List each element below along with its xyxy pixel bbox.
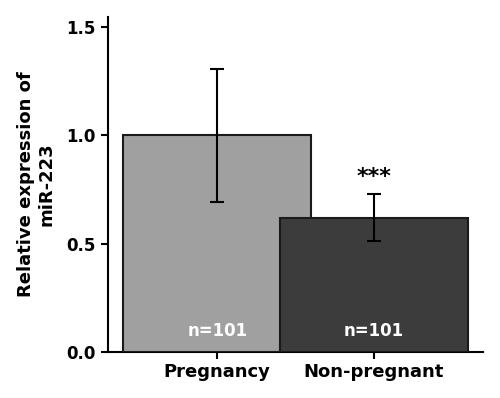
Text: n=101: n=101 — [344, 322, 404, 339]
Bar — [124, 135, 311, 351]
Bar — [280, 218, 468, 351]
Y-axis label: Relative expression of
miR-223: Relative expression of miR-223 — [16, 71, 56, 297]
Text: n=101: n=101 — [187, 322, 248, 339]
Text: ***: *** — [356, 167, 391, 187]
